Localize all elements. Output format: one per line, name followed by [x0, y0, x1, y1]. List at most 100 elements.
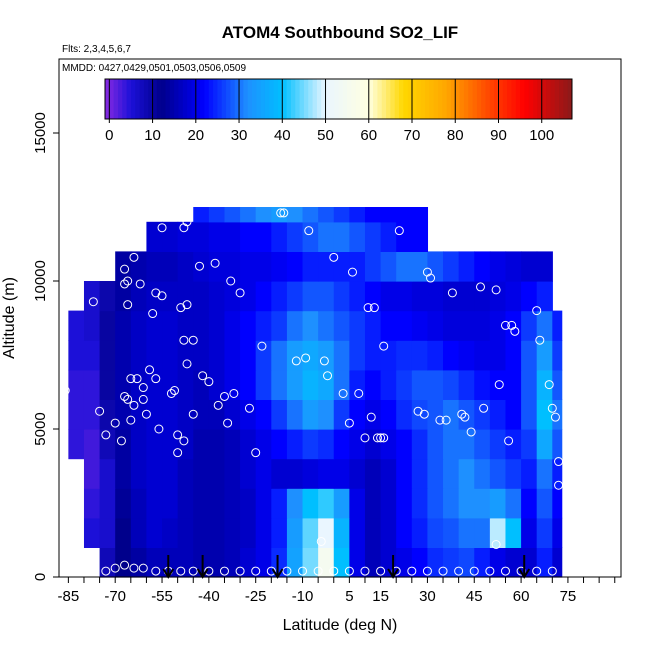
- colorbar-segment: [334, 79, 339, 119]
- colorbar-segment: [498, 79, 504, 119]
- field-cell: [271, 458, 288, 489]
- field-cell: [349, 207, 366, 223]
- field-cell: [240, 399, 257, 430]
- field-cell: [489, 458, 507, 489]
- field-cell: [240, 340, 257, 371]
- field-cell: [318, 207, 335, 223]
- observation-point: [532, 566, 542, 576]
- field-cell: [271, 340, 288, 371]
- colorbar-segment: [135, 79, 141, 119]
- colorbar-segment: [533, 79, 538, 119]
- observation-point: [223, 418, 233, 428]
- colorbar-segment: [117, 79, 123, 119]
- field-cell: [208, 488, 226, 519]
- field-cell: [208, 399, 226, 430]
- field-cell: [443, 399, 460, 430]
- observation-point: [188, 566, 198, 576]
- colorbar-segment: [567, 79, 573, 119]
- field-cell: [396, 340, 413, 371]
- field-cell: [193, 207, 210, 223]
- field-cell: [443, 251, 460, 282]
- field-cell: [380, 340, 397, 371]
- field-cell: [521, 310, 538, 341]
- field-cell: [443, 369, 460, 400]
- colorbar-segment: [468, 79, 474, 119]
- field-cell: [333, 429, 350, 460]
- field-cell: [240, 488, 257, 519]
- field-cell: [411, 547, 429, 578]
- observation-point: [188, 335, 198, 345]
- field-cell: [286, 207, 304, 223]
- field-cell: [489, 251, 507, 282]
- field-cell: [255, 369, 272, 400]
- field-cell: [380, 369, 397, 400]
- x-axis-label: Latitude (deg N): [283, 617, 398, 634]
- field-cell: [458, 310, 475, 341]
- observation-point: [173, 430, 183, 440]
- colorbar-segment: [450, 79, 456, 119]
- observation-point: [550, 412, 560, 422]
- colorbar-segment: [390, 79, 396, 119]
- field-cell: [318, 488, 335, 519]
- field-cell: [552, 399, 563, 430]
- field-cell: [208, 310, 226, 341]
- field-cell: [380, 310, 397, 341]
- field-cell: [271, 369, 288, 400]
- field-cell: [318, 547, 335, 578]
- colorbar-segment: [109, 79, 115, 119]
- field-cell: [505, 281, 522, 312]
- field-cell: [68, 310, 85, 341]
- field-cell: [162, 517, 179, 548]
- observation-point: [313, 566, 323, 576]
- field-cell: [83, 340, 101, 371]
- observation-point: [135, 279, 145, 289]
- observation-point: [301, 353, 311, 363]
- observation-point: [500, 320, 510, 330]
- colorbar-segment: [546, 79, 551, 119]
- field-cell: [240, 369, 257, 400]
- colorbar-segment: [416, 79, 422, 119]
- colorbar-segment: [316, 79, 322, 119]
- observation-point: [95, 406, 105, 416]
- field-cell: [505, 369, 522, 400]
- observation-point: [120, 279, 130, 289]
- colorbar-segment: [347, 79, 352, 119]
- colorbar-segment: [429, 79, 435, 119]
- colorbar-segment: [113, 79, 119, 119]
- observation-point: [279, 208, 289, 218]
- field-cell: [146, 517, 163, 548]
- observation-point: [457, 409, 467, 419]
- colorbar-segment: [156, 79, 162, 119]
- colorbar-segment: [312, 79, 318, 119]
- observation-point: [469, 566, 479, 576]
- colorbar-segment: [321, 79, 327, 119]
- field-cell: [364, 517, 382, 548]
- colorbar-segment: [351, 79, 357, 119]
- field-cell: [521, 281, 538, 312]
- colorbar-segment: [407, 79, 413, 119]
- field-cell: [458, 251, 475, 282]
- observation-point: [554, 480, 564, 490]
- field-cell: [474, 458, 491, 489]
- observation-point: [170, 386, 180, 396]
- observation-point: [182, 217, 192, 227]
- colorbar-segment: [507, 79, 512, 119]
- plot-frame: [58, 58, 622, 578]
- field-cell: [552, 369, 563, 400]
- field-cell: [271, 281, 288, 312]
- field-cell: [536, 340, 553, 371]
- field-cell: [396, 281, 413, 312]
- field-cell: [271, 310, 288, 341]
- colorbar-segment: [191, 79, 197, 119]
- field-cell: [193, 399, 210, 430]
- field-cell: [240, 207, 257, 223]
- observation-point: [319, 356, 329, 366]
- field-cell: [146, 281, 163, 312]
- field-cell: [177, 458, 194, 489]
- field-cell: [443, 340, 460, 371]
- field-cell: [224, 399, 241, 430]
- field-cell: [255, 281, 272, 312]
- colorbar-segment: [394, 79, 400, 119]
- field-cell: [68, 340, 85, 371]
- observation-point: [447, 288, 457, 298]
